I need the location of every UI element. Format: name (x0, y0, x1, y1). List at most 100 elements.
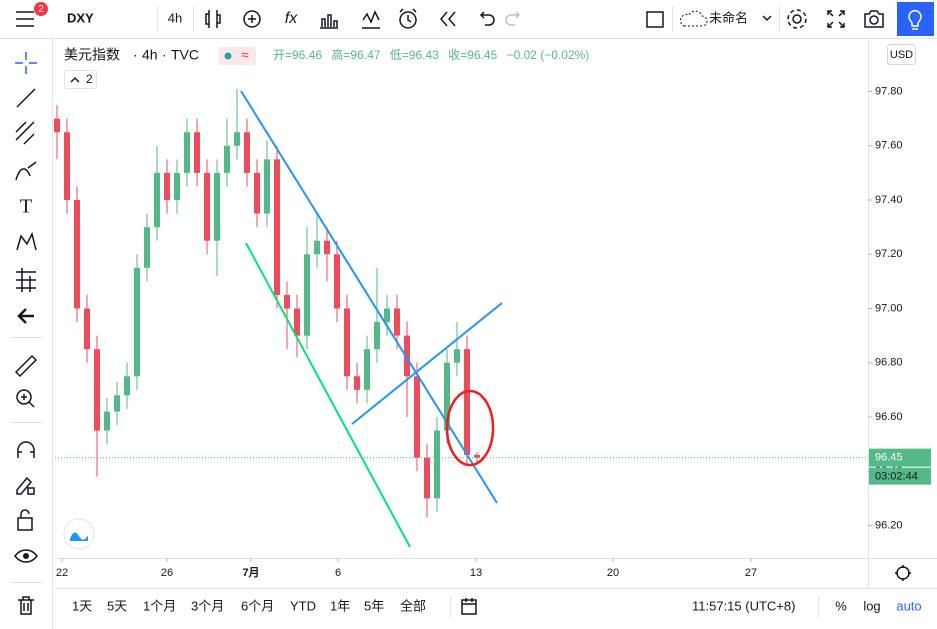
range-button[interactable]: 1年 (330, 598, 350, 613)
measure-tool[interactable] (14, 354, 38, 378)
low: 低=96.43 (390, 48, 439, 62)
close: 收=96.45 (448, 48, 497, 62)
range-button[interactable]: 全部 (400, 598, 426, 613)
y-tick-label: 97.40 (875, 194, 903, 206)
menu-button[interactable] (16, 11, 34, 27)
magnet-tool[interactable] (17, 441, 35, 458)
delete-tool[interactable] (18, 596, 34, 615)
indicators-toggle[interactable] (64, 70, 97, 89)
fullscreen-button[interactable] (827, 10, 845, 28)
undo-button[interactable] (479, 11, 495, 26)
candle-body (304, 254, 310, 336)
visibility-tool[interactable] (14, 549, 38, 563)
goto-date-button[interactable] (461, 598, 477, 615)
candle-body (254, 172, 260, 214)
interval[interactable]: 4h (168, 10, 182, 25)
candle-body (474, 454, 480, 458)
bottom-bar: 11:57:15 (UTC+8) 1天 5天 1个月 3个月 6个月 YTD 1年 5年 全部%… (72, 596, 922, 618)
trend-line[interactable] (351, 302, 503, 425)
candle-body (174, 172, 180, 201)
candle-body (64, 132, 70, 201)
chart-type-button[interactable] (205, 10, 221, 28)
fib-tool[interactable] (15, 121, 35, 145)
clock[interactable]: 11:57:15 (UTC+8) (692, 598, 795, 613)
scale-option[interactable]: auto (896, 598, 921, 613)
hide-panel-tool[interactable] (17, 308, 34, 324)
candle-body (204, 172, 210, 241)
snapshot-button[interactable] (864, 10, 884, 28)
badge-count: 2 (38, 4, 44, 15)
trendline-tool[interactable] (16, 88, 36, 108)
range-button[interactable]: 5天 (107, 598, 127, 613)
compare-button[interactable] (243, 10, 261, 28)
symbol[interactable]: DXY (67, 10, 94, 25)
financials-button[interactable] (320, 14, 338, 29)
lock-tool[interactable] (17, 509, 33, 531)
indicators-button[interactable]: fx (285, 10, 298, 27)
scale-option[interactable]: log (863, 598, 880, 613)
ellipse[interactable] (445, 389, 495, 467)
x-tick-label: 22 (56, 567, 68, 579)
candle-body (124, 376, 130, 396)
price-label-box (869, 448, 931, 467)
currency[interactable]: USD (890, 49, 913, 61)
candle-body (154, 172, 160, 228)
range-button[interactable]: YTD (290, 598, 316, 613)
visibility-icon (23, 553, 29, 559)
change: −0.02 (−0.02%) (507, 48, 590, 62)
pattern-tool[interactable] (16, 231, 37, 251)
candle-body (444, 362, 450, 431)
text-tool[interactable]: T (20, 196, 32, 218)
templates-button[interactable] (362, 10, 380, 29)
badge (34, 2, 48, 16)
legend-interval: 4h (142, 47, 158, 63)
range-button[interactable]: 6个月 (241, 598, 274, 613)
lock-drawing-tool[interactable] (16, 476, 35, 495)
countdown-box (869, 467, 931, 485)
settings-button[interactable] (792, 14, 802, 24)
range-button[interactable]: 1个月 (143, 598, 176, 613)
trend-line[interactable] (245, 242, 411, 548)
y-tick-label: 97.60 (875, 140, 903, 152)
candle-body (144, 227, 150, 268)
candle-body (294, 308, 300, 336)
settings-icon (787, 9, 807, 29)
candle-body (274, 159, 280, 295)
logo[interactable] (63, 518, 95, 550)
candle-body (384, 308, 390, 323)
prediction-tool[interactable] (16, 268, 36, 292)
candle-body (194, 132, 200, 173)
candle-body (464, 349, 470, 455)
replay-button[interactable] (440, 11, 456, 27)
candle-body (164, 172, 170, 201)
redo-button[interactable] (505, 11, 521, 26)
candle-body (114, 395, 120, 412)
separator-dot: · (133, 47, 138, 63)
indicators-count: 2 (86, 72, 93, 86)
layout-button[interactable] (646, 11, 664, 28)
range-button[interactable]: 3个月 (191, 598, 224, 613)
drawings (240, 90, 503, 548)
x-tick-label: 20 (607, 567, 619, 579)
range-button[interactable]: 5年 (364, 598, 384, 613)
axis-settings[interactable] (895, 565, 911, 581)
y-tick-label: 97.00 (875, 302, 903, 314)
scale-option[interactable]: % (835, 598, 847, 613)
ideas-button[interactable] (897, 2, 934, 36)
trend-line[interactable] (240, 90, 498, 504)
layout-menu[interactable] (762, 15, 772, 22)
brush-tool[interactable] (15, 161, 37, 181)
x-tick-label: 6 (335, 567, 341, 579)
snapshot-icon (869, 15, 879, 25)
x-tick-label: 26 (161, 567, 173, 579)
alert-icon (399, 8, 417, 23)
layout-name[interactable]: 未命名 (709, 10, 748, 25)
x-tick-label: 13 (470, 567, 482, 579)
zoom-tool[interactable] (16, 389, 32, 405)
crosshair-tool[interactable] (15, 52, 37, 74)
range-button[interactable]: 1天 (72, 598, 92, 613)
y-tick-label: 96.60 (875, 411, 903, 423)
alert-button[interactable] (399, 11, 417, 29)
